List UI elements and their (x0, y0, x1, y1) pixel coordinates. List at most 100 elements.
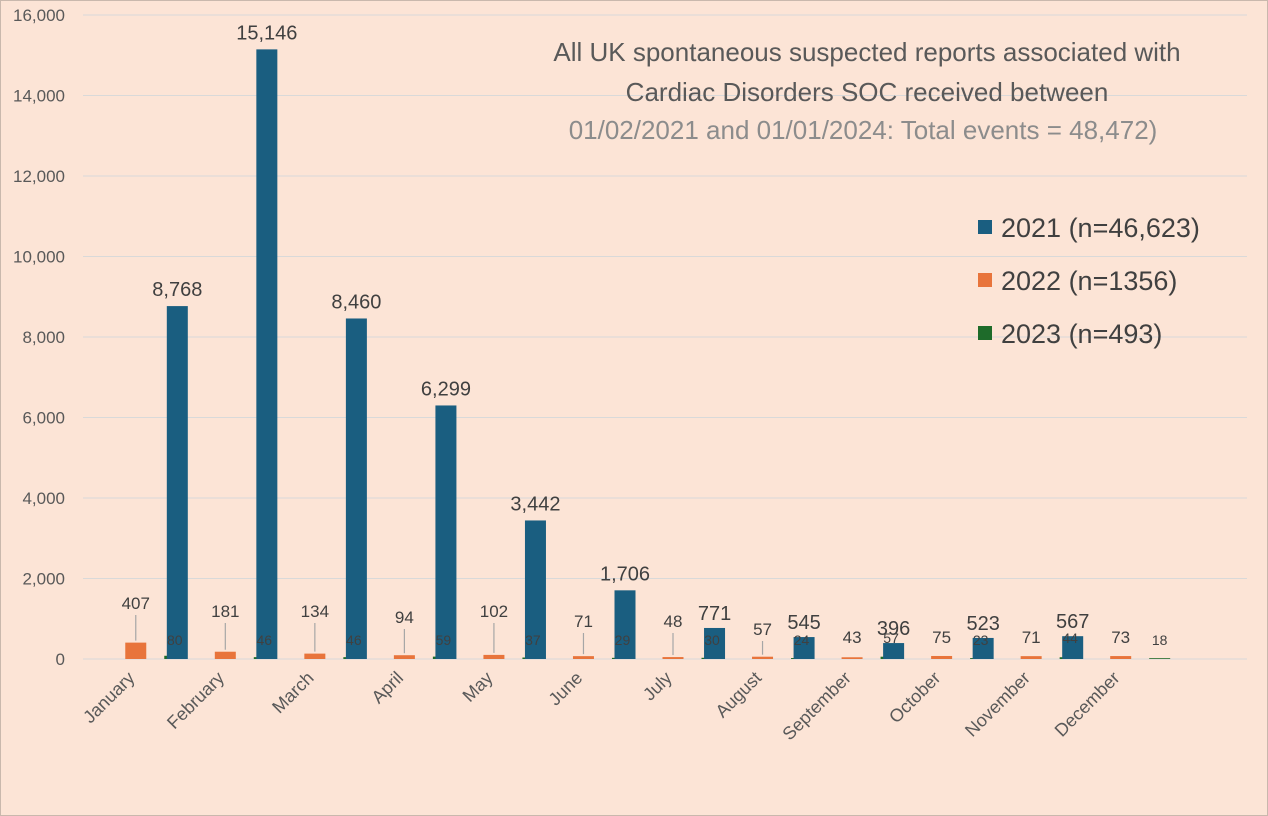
data-label-2023-may: 37 (525, 632, 541, 648)
bar-2022-november[interactable] (1020, 656, 1042, 659)
bar-2022-february[interactable] (214, 651, 236, 659)
data-label-2021-october: 396 (877, 618, 910, 640)
bar-2021-february[interactable] (166, 306, 188, 659)
bar-2022-june[interactable] (572, 656, 594, 659)
bar-2022-december[interactable] (1110, 656, 1132, 659)
legend-label-2021: 2021 (n=46,623) (1001, 213, 1200, 243)
legend-label-2023: 2023 (n=493) (1001, 319, 1162, 349)
legend: 2021 (n=46,623) 2022 (n=1356) 2023 (n=49… (978, 213, 1200, 349)
data-label-2023-february: 46 (257, 632, 273, 648)
bar-2021-may[interactable] (435, 405, 457, 659)
bar-2021-march[interactable] (256, 49, 278, 660)
chart-title-line-2: Cardiac Disorders SOC received between (626, 77, 1109, 107)
data-label-2023-june: 29 (615, 632, 631, 648)
data-label-2023-november: 44 (1062, 630, 1078, 646)
y-tick-label: 14,000 (13, 87, 65, 106)
data-label-2021-march: 15,146 (236, 22, 297, 44)
bar-2021-july[interactable] (614, 590, 636, 659)
x-tick-label-february: February (163, 668, 228, 733)
bar-2021-august[interactable] (704, 627, 726, 659)
data-label-2021-november: 523 (966, 613, 999, 635)
y-tick-label: 6,000 (22, 409, 65, 428)
bar-2022-march[interactable] (304, 653, 326, 659)
data-label-2021-april: 8,460 (331, 291, 381, 313)
bar-2022-april[interactable] (393, 655, 415, 659)
bar-2022-october[interactable] (931, 655, 953, 659)
legend-swatch-2022 (978, 273, 992, 287)
y-tick-label: 0 (56, 650, 65, 669)
data-label-2021-june: 3,442 (510, 493, 560, 515)
bar-2023-december[interactable] (1149, 658, 1171, 659)
legend-swatch-2021 (978, 220, 992, 234)
data-label-2022-october: 75 (932, 628, 951, 647)
legend-item-2023[interactable]: 2023 (n=493) (978, 319, 1162, 349)
x-tick-label-april: April (368, 668, 408, 708)
x-tick-label-may: May (459, 668, 497, 706)
data-label-2022-december: 73 (1111, 628, 1130, 647)
data-label-2021-february: 8,768 (152, 279, 202, 301)
data-label-2022-september: 43 (843, 628, 862, 647)
chart-title: All UK spontaneous suspected reports ass… (553, 37, 1180, 145)
legend-item-2022[interactable]: 2022 (n=1356) (978, 266, 1177, 296)
data-label-2021-may: 6,299 (421, 378, 471, 400)
data-label-2021-september: 545 (787, 612, 820, 634)
chart-title-line-3: 01/02/2021 and 01/01/2024: Total events … (569, 115, 1158, 145)
data-label-2023-december: 18 (1152, 632, 1168, 648)
data-label-2021-august: 771 (698, 603, 731, 625)
y-tick-label: 2,000 (22, 570, 65, 589)
data-label-2023-april: 59 (436, 632, 452, 648)
y-axis-ticks: 0 2,000 4,000 6,000 8,000 10,000 12,000 14,000 1… (13, 6, 65, 669)
data-label-2023-october: 23 (973, 632, 989, 648)
data-label-2021-december: 567 (1056, 611, 1089, 633)
bar-2022-september[interactable] (841, 657, 863, 659)
y-tick-label: 4,000 (22, 489, 65, 508)
data-label-2022-august: 57 (753, 620, 772, 639)
x-tick-label-august: August (712, 668, 766, 722)
data-label-2023-august: 24 (794, 632, 810, 648)
y-tick-label: 16,000 (13, 6, 65, 25)
x-tick-label-march: March (268, 668, 318, 718)
x-tick-label-september: September (778, 668, 854, 744)
data-label-2022-june: 71 (574, 612, 593, 631)
bar-2022-august[interactable] (752, 656, 774, 659)
data-label-2022-may: 102 (480, 602, 508, 621)
data-label-2022-november: 71 (1022, 628, 1041, 647)
y-tick-label: 8,000 (22, 328, 65, 347)
bar-2021-november[interactable] (972, 637, 994, 659)
legend-swatch-2023 (978, 326, 992, 340)
leader-lines (135, 615, 764, 656)
data-label-2022-april: 94 (395, 608, 414, 627)
bar-2021-december[interactable] (1062, 636, 1084, 659)
data-label-2022-february: 181 (211, 602, 239, 621)
bars (125, 49, 1171, 660)
y-tick-label: 10,000 (13, 248, 65, 267)
data-label-2023-january: 80 (167, 632, 183, 648)
data-label-2022-july: 48 (664, 612, 683, 631)
x-tick-label-january: January (79, 668, 138, 727)
bar-2022-july[interactable] (662, 657, 684, 659)
bar-2021-april[interactable] (345, 318, 367, 659)
bar-2021-september[interactable] (793, 637, 815, 659)
data-labels: 407 80 8,768 181 46 15,146 134 46 8,460 94 59 6,299… (122, 22, 1168, 648)
x-tick-label-june: June (545, 668, 587, 710)
x-tick-label-november: November (961, 668, 1034, 741)
bar-2022-may[interactable] (483, 654, 505, 659)
x-tick-label-july: July (639, 668, 676, 705)
chart-title-line-1: All UK spontaneous suspected reports ass… (553, 37, 1180, 67)
data-label-2023-september: 57 (883, 630, 899, 646)
x-axis-ticks: January February March April May June July Augu… (79, 668, 1123, 744)
x-tick-label-october: October (885, 668, 944, 727)
legend-item-2021[interactable]: 2021 (n=46,623) (978, 213, 1200, 243)
data-label-2023-july: 30 (704, 632, 720, 648)
data-label-2022-january: 407 (122, 594, 150, 613)
data-label-2023-march: 46 (346, 632, 362, 648)
bar-2021-june[interactable] (524, 520, 546, 659)
legend-label-2022: 2022 (n=1356) (1001, 266, 1177, 296)
data-label-2022-march: 134 (301, 602, 329, 621)
bar-2022-january[interactable] (125, 642, 147, 659)
bar-2021-october[interactable] (883, 643, 905, 659)
x-tick-label-december: December (1051, 668, 1124, 741)
y-tick-label: 12,000 (13, 167, 65, 186)
